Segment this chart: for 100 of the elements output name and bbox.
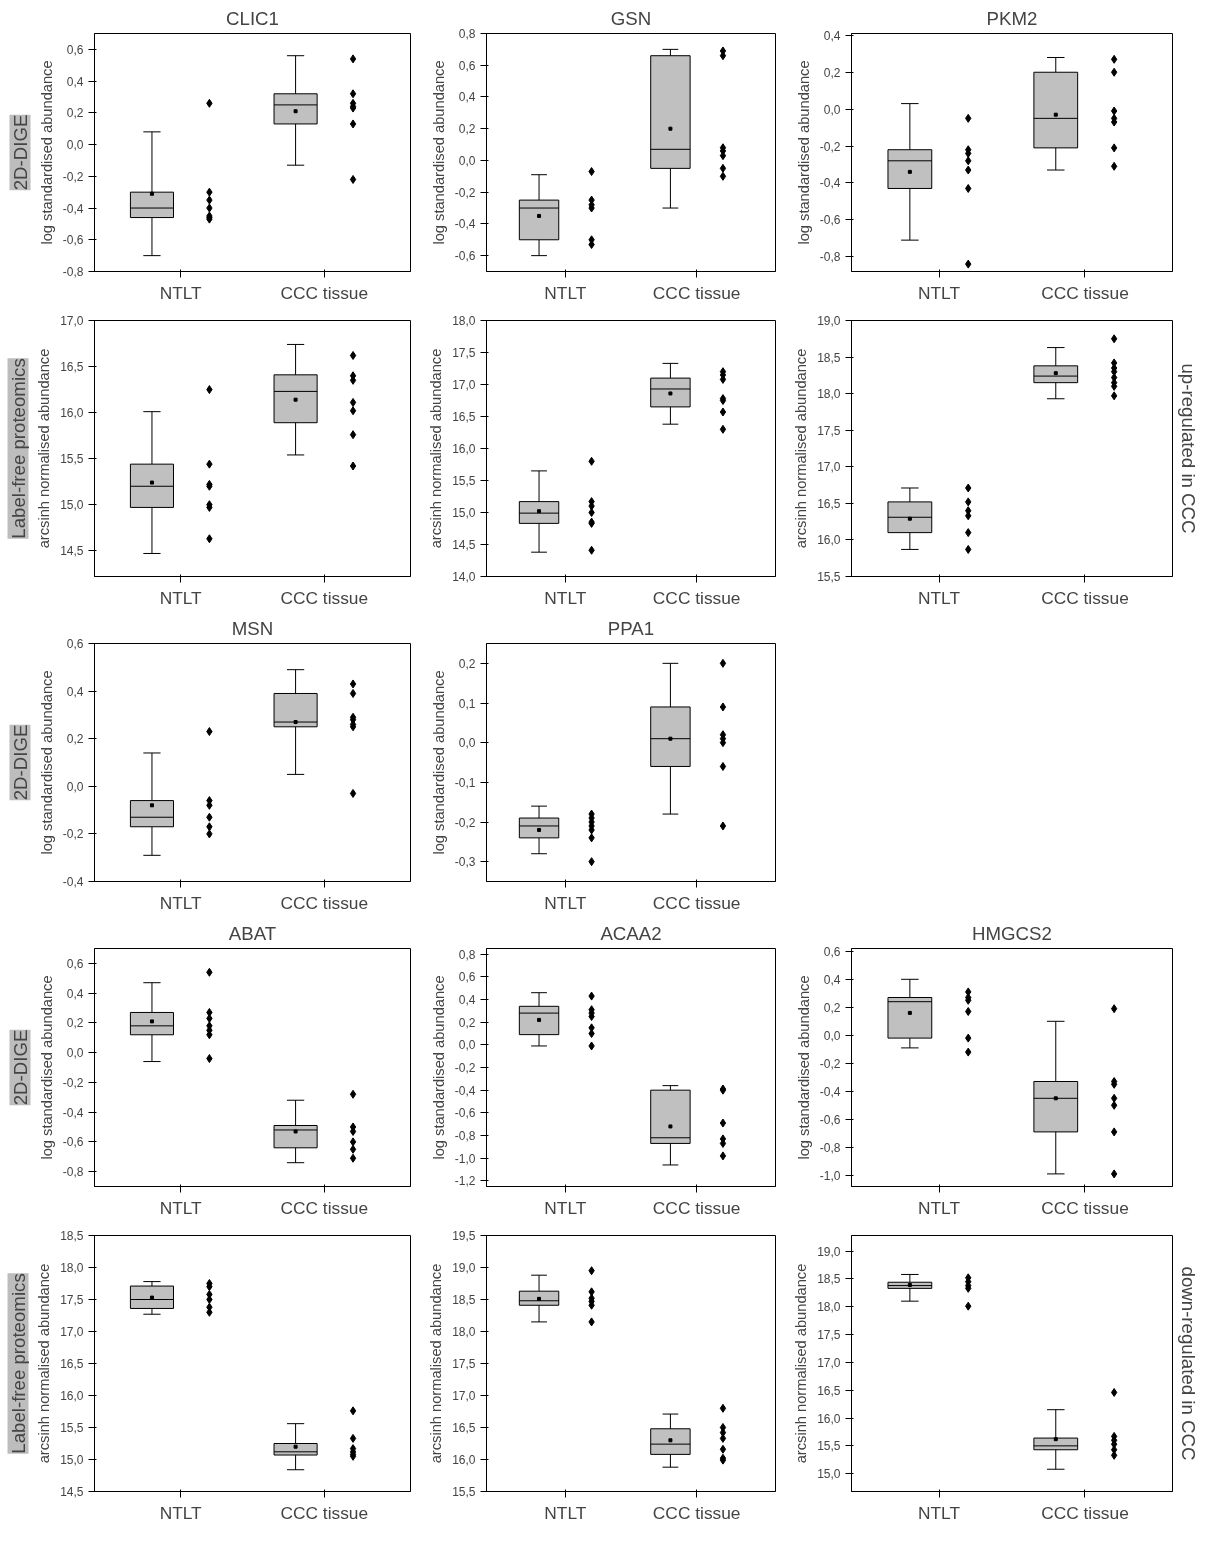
y-tick-label: 18,5 [452, 1293, 476, 1307]
y-tick-label: 15,5 [452, 474, 476, 488]
x-tick-label: NTLT [544, 1197, 587, 1218]
x-tick-label: CCC tissue [1041, 1197, 1129, 1218]
y-tick-label: 16,0 [817, 1411, 841, 1426]
text: 2D-DIGE [9, 114, 31, 191]
y-tick-label: 17,0 [452, 378, 476, 392]
y-tick-label: 18,0 [817, 1300, 841, 1315]
x-tick-label: NTLT [544, 282, 587, 303]
y-tick-label: 0,6 [66, 956, 84, 971]
y-tick-label: 0,2 [66, 106, 84, 121]
y-tick-label: 0,4 [66, 684, 84, 699]
y-tick-label: -0,6 [62, 233, 84, 248]
chart-title: MSN [231, 617, 274, 639]
y-tick-label: 17,5 [452, 346, 476, 360]
y-tick-label: 17,0 [452, 1389, 476, 1403]
y-tick-label: -0,6 [454, 249, 476, 264]
y-tick-label: -0,6 [62, 1135, 84, 1150]
x-tick-label: CCC tissue [280, 587, 369, 608]
y-axis-title: log standardised abundance [38, 60, 55, 245]
y-tick-label: 19,0 [817, 314, 841, 328]
y-tick-label: 17,5 [452, 1357, 476, 1371]
y-tick-label: 14,5 [60, 544, 84, 559]
y-tick-label: 0,2 [66, 1016, 84, 1031]
y-tick-label: 18,0 [817, 387, 841, 402]
y-tick-label: -0,6 [454, 1106, 476, 1121]
y-tick-label: 17,5 [60, 1293, 84, 1307]
x-tick-label: CCC tissue [652, 1197, 741, 1218]
y-tick-label: 16,0 [60, 1389, 84, 1403]
text: Label-free proteomics [7, 358, 29, 539]
y-tick-label: 0,0 [823, 1028, 841, 1043]
chart-title: PKM2 [986, 7, 1038, 29]
y-tick-label: -0,2 [819, 1056, 841, 1071]
y-tick-label: 0,6 [458, 970, 476, 985]
y-tick-label: -0,3 [454, 855, 476, 870]
y-tick-label: 0,2 [458, 1015, 476, 1030]
x-tick-label: NTLT [918, 587, 961, 608]
y-tick-label: 0,4 [458, 90, 476, 105]
y-tick-label: 15,0 [60, 498, 84, 513]
y-tick-label: 0,4 [823, 972, 841, 987]
y-tick-label: 0,6 [823, 944, 841, 959]
x-tick-label: NTLT [918, 282, 961, 303]
x-tick-label: NTLT [159, 892, 203, 913]
y-tick-label: 14,0 [452, 570, 476, 584]
y-axis-title: arcsinh normalised abundance [793, 1263, 810, 1464]
x-tick-label: NTLT [918, 1197, 961, 1218]
x-tick-label: CCC tissue [280, 1502, 369, 1523]
chart-title: PPA1 [607, 617, 655, 639]
y-tick-label: -0,4 [62, 201, 84, 216]
y-tick-label: 18,0 [452, 314, 476, 328]
y-tick-label: 15,0 [60, 1453, 84, 1467]
y-tick-label: -1,2 [454, 1174, 476, 1189]
y-axis-title: arcsinh normalised abundance [428, 1263, 445, 1464]
x-tick-label: CCC tissue [652, 892, 741, 913]
text: down-regulated in CCC [1177, 1266, 1199, 1461]
y-tick-label: -0,4 [819, 176, 841, 191]
y-tick-label: 16,0 [817, 533, 841, 548]
y-tick-label: -0,6 [819, 1112, 841, 1127]
y-tick-label: 16,5 [60, 1357, 84, 1371]
y-axis-title: log standardised abundance [38, 975, 55, 1160]
y-tick-label: 19,0 [817, 1244, 841, 1259]
y-tick-label: 15,0 [452, 506, 476, 520]
y-tick-label: -0,4 [62, 875, 84, 889]
y-tick-label: 0,1 [458, 696, 476, 711]
y-tick-label: 15,0 [817, 1467, 841, 1482]
y-tick-label: -0,4 [819, 1084, 841, 1099]
y-tick-label: 17,0 [817, 1355, 841, 1370]
y-tick-label: -0,8 [62, 1165, 84, 1180]
x-tick-label: CCC tissue [1041, 587, 1129, 608]
y-tick-label: 0,8 [458, 27, 476, 41]
y-tick-label: 18,5 [817, 1272, 841, 1287]
y-tick-label: 0,0 [823, 102, 841, 117]
y-tick-label: 17,5 [817, 423, 841, 438]
y-tick-label: -0,8 [819, 1140, 841, 1155]
y-tick-label: 18,5 [817, 350, 841, 365]
y-tick-label: -1,0 [819, 1168, 841, 1183]
text: 2D-DIGE [9, 724, 31, 801]
y-tick-label: 14,5 [60, 1485, 84, 1499]
y-tick-label: -0,2 [454, 1061, 476, 1075]
x-tick-label: NTLT [544, 892, 587, 913]
y-tick-label: 0,0 [458, 1038, 476, 1053]
text: up-regulated in CCC [1177, 363, 1199, 534]
y-tick-label: -0,8 [62, 265, 84, 279]
y-tick-label: 18,5 [60, 1229, 84, 1243]
x-tick-label: CCC tissue [1041, 282, 1129, 303]
x-tick-label: NTLT [159, 1197, 203, 1218]
y-tick-label: -0,1 [454, 775, 476, 790]
y-tick-label: 0,2 [823, 1000, 841, 1015]
y-tick-label: -0,4 [454, 217, 476, 232]
y-tick-label: 16,5 [817, 1383, 841, 1398]
y-tick-label: 0,6 [66, 637, 84, 651]
x-tick-label: CCC tissue [1041, 1502, 1129, 1523]
y-tick-label: 16,5 [817, 496, 841, 511]
x-tick-label: NTLT [544, 587, 587, 608]
y-tick-label: 17,0 [60, 1325, 84, 1339]
y-tick-label: 16,0 [452, 442, 476, 456]
y-tick-label: 15,5 [60, 1421, 84, 1435]
y-axis-title: log standardised abundance [430, 670, 447, 855]
y-tick-label: 14,5 [452, 538, 476, 552]
y-tick-label: 18,0 [60, 1261, 84, 1275]
